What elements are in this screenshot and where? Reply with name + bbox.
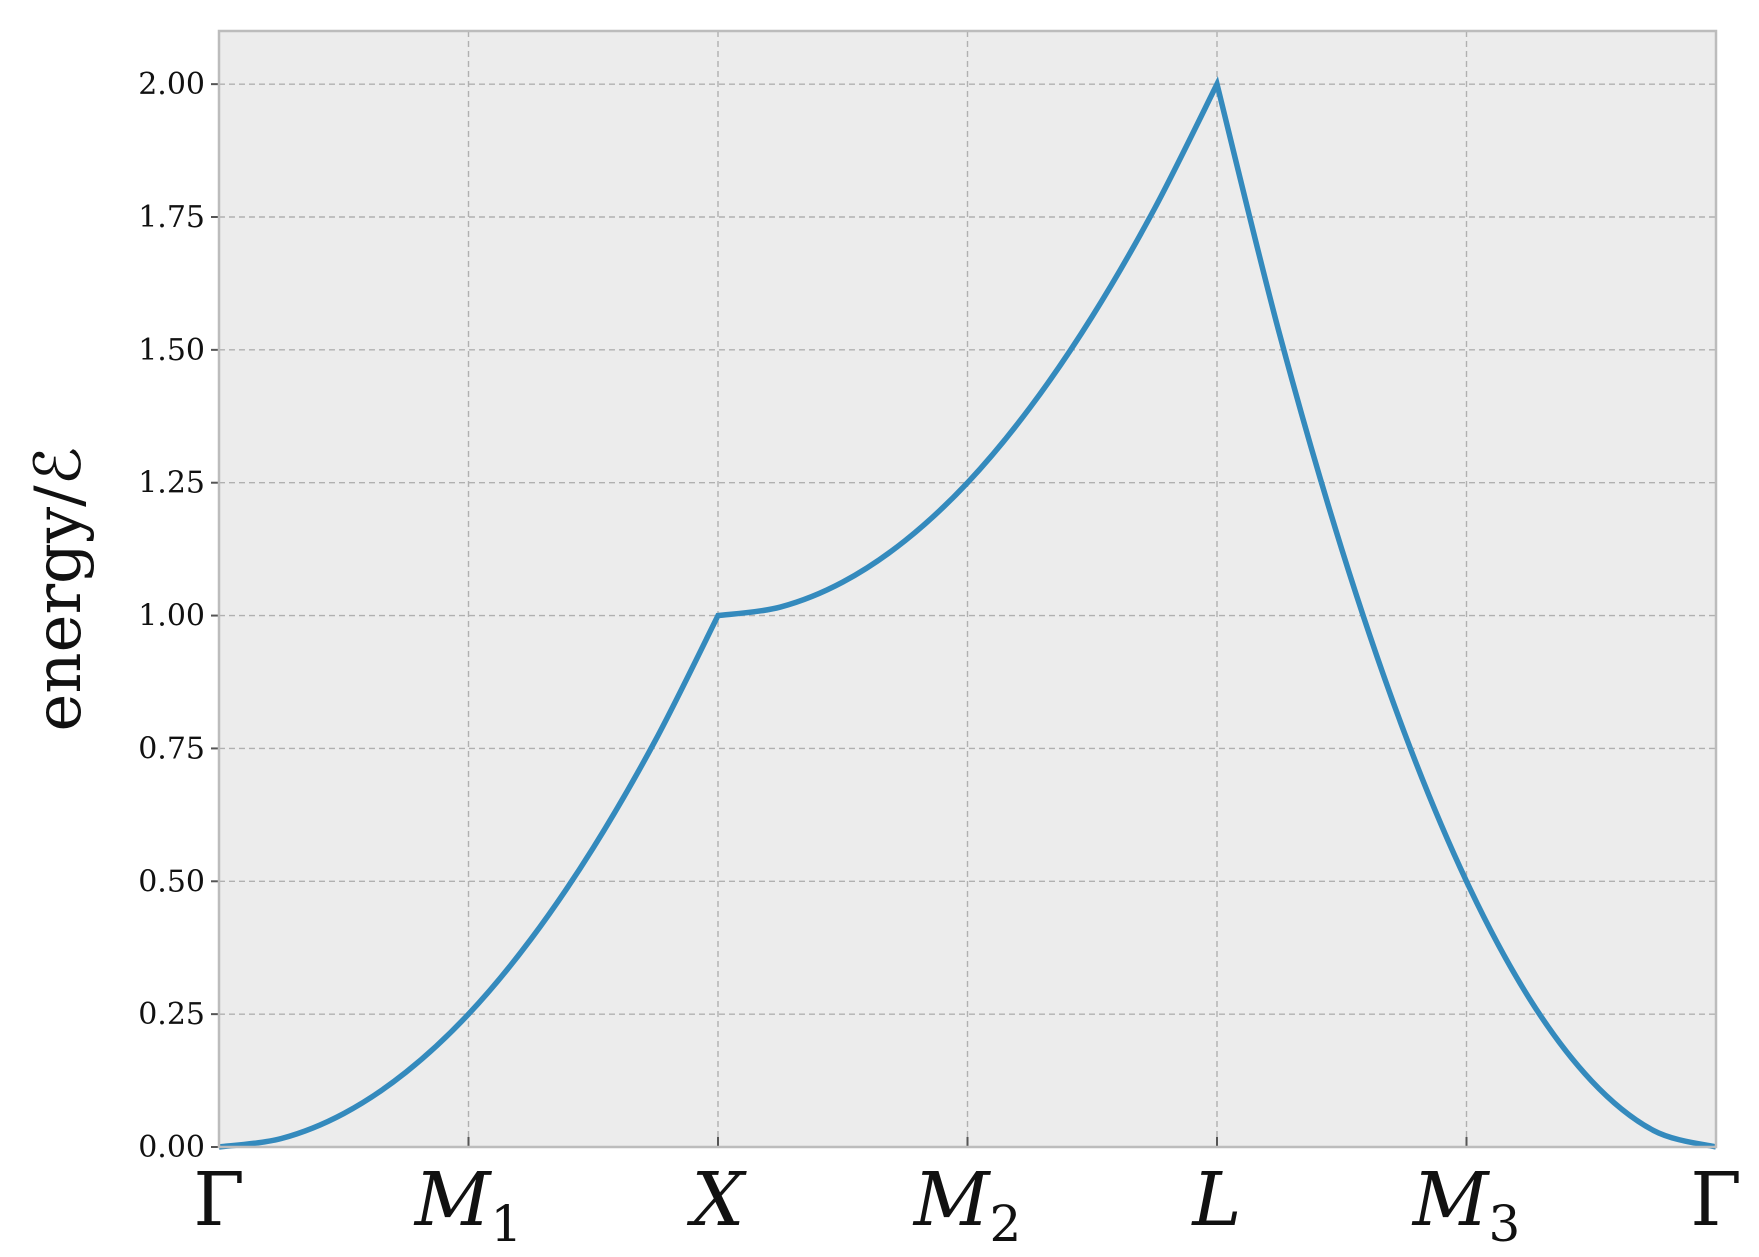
series-layer [218,76,1717,1150]
y-tick-label: 0.50 [138,864,205,899]
y-tick-label: 1.50 [138,333,205,368]
y-tick-label: 2.00 [138,67,205,102]
x-tick-label: M2 [912,1157,1022,1253]
series-line [218,76,1717,1150]
x-tick-label: M3 [1411,1157,1521,1253]
plot-frame [217,29,1718,1149]
x-tick-label: Γ [193,1157,244,1243]
grid [219,31,1716,1147]
y-tick-labels: 0.00 0.25 0.50 0.75 1.00 1.25 1.50 1.75 2.00 [138,67,205,1165]
y-tick-label: 0.75 [138,731,205,766]
x-tick-label: Γ [1690,1157,1741,1243]
y-tick-label: 1.75 [138,200,205,235]
x-tick-label: X [687,1157,748,1243]
x-tick-label: M1 [413,1157,523,1253]
y-axis-label: energy/ℰ [22,447,96,732]
y-tick-label: 1.25 [138,466,205,501]
y-tick-label: 0.00 [138,1130,205,1165]
y-tick-label: 0.25 [138,997,205,1032]
x-tick-label: L [1190,1157,1241,1243]
y-tick-label: 1.00 [138,599,205,634]
plot-area [219,31,1716,1147]
x-tick-labels: Γ M1 X M2 L M3 Γ [193,1157,1741,1253]
